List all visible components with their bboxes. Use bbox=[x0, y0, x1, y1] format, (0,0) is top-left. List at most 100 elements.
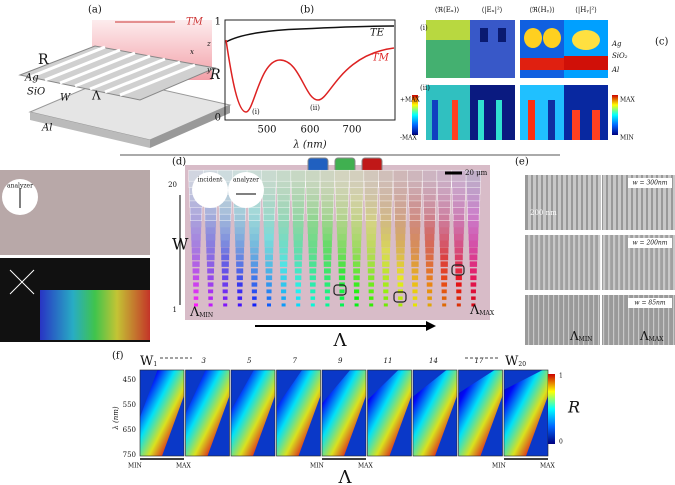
sem-line bbox=[653, 235, 656, 290]
pixel bbox=[278, 226, 289, 234]
sem-line bbox=[528, 175, 531, 230]
pixel bbox=[366, 226, 377, 234]
width-label: W bbox=[60, 93, 71, 104]
pixel bbox=[441, 275, 448, 281]
sem-line bbox=[628, 175, 631, 230]
min-label: MIN bbox=[128, 463, 142, 470]
pixel bbox=[192, 275, 200, 281]
sem-line bbox=[583, 235, 586, 290]
sem-line bbox=[608, 235, 611, 290]
pixel bbox=[366, 240, 376, 248]
sem-line bbox=[548, 295, 550, 345]
sem-line bbox=[578, 175, 581, 230]
layer-label: Ag bbox=[24, 73, 39, 84]
marker: (i) bbox=[252, 108, 260, 116]
pixel bbox=[352, 247, 361, 254]
map-band bbox=[140, 370, 184, 456]
pixel bbox=[296, 303, 301, 307]
pixel bbox=[438, 219, 450, 228]
pixel bbox=[354, 296, 359, 300]
x-tick-label: 500 bbox=[257, 125, 276, 136]
pixel bbox=[339, 296, 345, 300]
lambda-min: ΛMIN bbox=[189, 305, 213, 320]
sem-line bbox=[628, 235, 631, 290]
pixel bbox=[351, 226, 362, 234]
highlight bbox=[451, 264, 465, 276]
bar-tick: 0 bbox=[559, 439, 563, 446]
pixel bbox=[381, 240, 391, 248]
panel-title: W1 bbox=[140, 354, 157, 369]
y-label: R bbox=[209, 67, 221, 83]
pixel bbox=[279, 254, 288, 261]
sem-line bbox=[658, 235, 661, 290]
pixel bbox=[263, 226, 275, 234]
pixel bbox=[398, 296, 403, 300]
scale-label: +MAX bbox=[400, 97, 421, 104]
pixel bbox=[319, 169, 335, 182]
pixel bbox=[338, 261, 346, 267]
pixel bbox=[396, 261, 405, 267]
pixel bbox=[367, 254, 376, 261]
sem-line bbox=[663, 175, 666, 230]
pixel bbox=[236, 282, 243, 287]
curve-label: TE bbox=[370, 28, 385, 39]
pixel bbox=[338, 268, 346, 274]
pixel bbox=[424, 219, 435, 228]
pixel bbox=[366, 233, 376, 241]
sem-line bbox=[633, 295, 635, 345]
pixel bbox=[409, 226, 421, 234]
sem-line bbox=[598, 295, 600, 345]
pixel bbox=[222, 275, 229, 281]
pixel bbox=[206, 254, 215, 261]
pixel bbox=[295, 289, 301, 294]
pixel bbox=[325, 303, 330, 307]
pixel bbox=[352, 240, 362, 248]
pixel bbox=[263, 219, 275, 228]
pixel bbox=[456, 296, 462, 300]
max-label: MAX bbox=[358, 463, 373, 470]
sem-line bbox=[568, 295, 570, 345]
pixel bbox=[219, 219, 231, 228]
layer-label: Al bbox=[611, 66, 619, 74]
pixel bbox=[470, 289, 476, 294]
pixel bbox=[324, 282, 331, 287]
pixel bbox=[380, 219, 392, 228]
pixel bbox=[351, 233, 362, 241]
pixel bbox=[237, 303, 242, 307]
pixel bbox=[251, 289, 257, 294]
pixel bbox=[251, 275, 258, 281]
pixel bbox=[191, 233, 201, 241]
reflectance-maps: 3 5 7 9 11 14 17 bbox=[139, 357, 549, 457]
pixel bbox=[206, 261, 215, 267]
sem-line bbox=[573, 295, 575, 345]
pixel bbox=[293, 226, 304, 234]
sem-line bbox=[628, 295, 630, 345]
sem-line bbox=[598, 175, 601, 230]
pixel bbox=[465, 169, 481, 182]
scale-label: 200 nm bbox=[530, 209, 557, 217]
y-tick-label: 550 bbox=[123, 401, 136, 409]
pixel bbox=[207, 275, 214, 281]
pixel bbox=[365, 219, 377, 228]
sem-line bbox=[643, 175, 646, 230]
pixel bbox=[293, 247, 303, 254]
pixel bbox=[236, 268, 244, 274]
sem-line bbox=[588, 235, 591, 290]
pixel bbox=[455, 261, 463, 267]
panel-label: (b) bbox=[300, 5, 314, 16]
pixel bbox=[368, 289, 374, 294]
pixel bbox=[369, 303, 374, 307]
pixel bbox=[454, 233, 464, 241]
pixel bbox=[307, 226, 318, 234]
pixel bbox=[363, 169, 379, 182]
pixel bbox=[456, 289, 462, 294]
panel-title: 5 bbox=[247, 357, 252, 365]
pixel bbox=[249, 219, 260, 228]
rainbow bbox=[40, 290, 150, 340]
pixel bbox=[293, 233, 303, 241]
pixel bbox=[309, 261, 317, 267]
field-maps bbox=[412, 20, 618, 140]
panel-label: (e) bbox=[515, 157, 529, 168]
pixel bbox=[470, 282, 477, 287]
substrate-side bbox=[30, 112, 150, 148]
